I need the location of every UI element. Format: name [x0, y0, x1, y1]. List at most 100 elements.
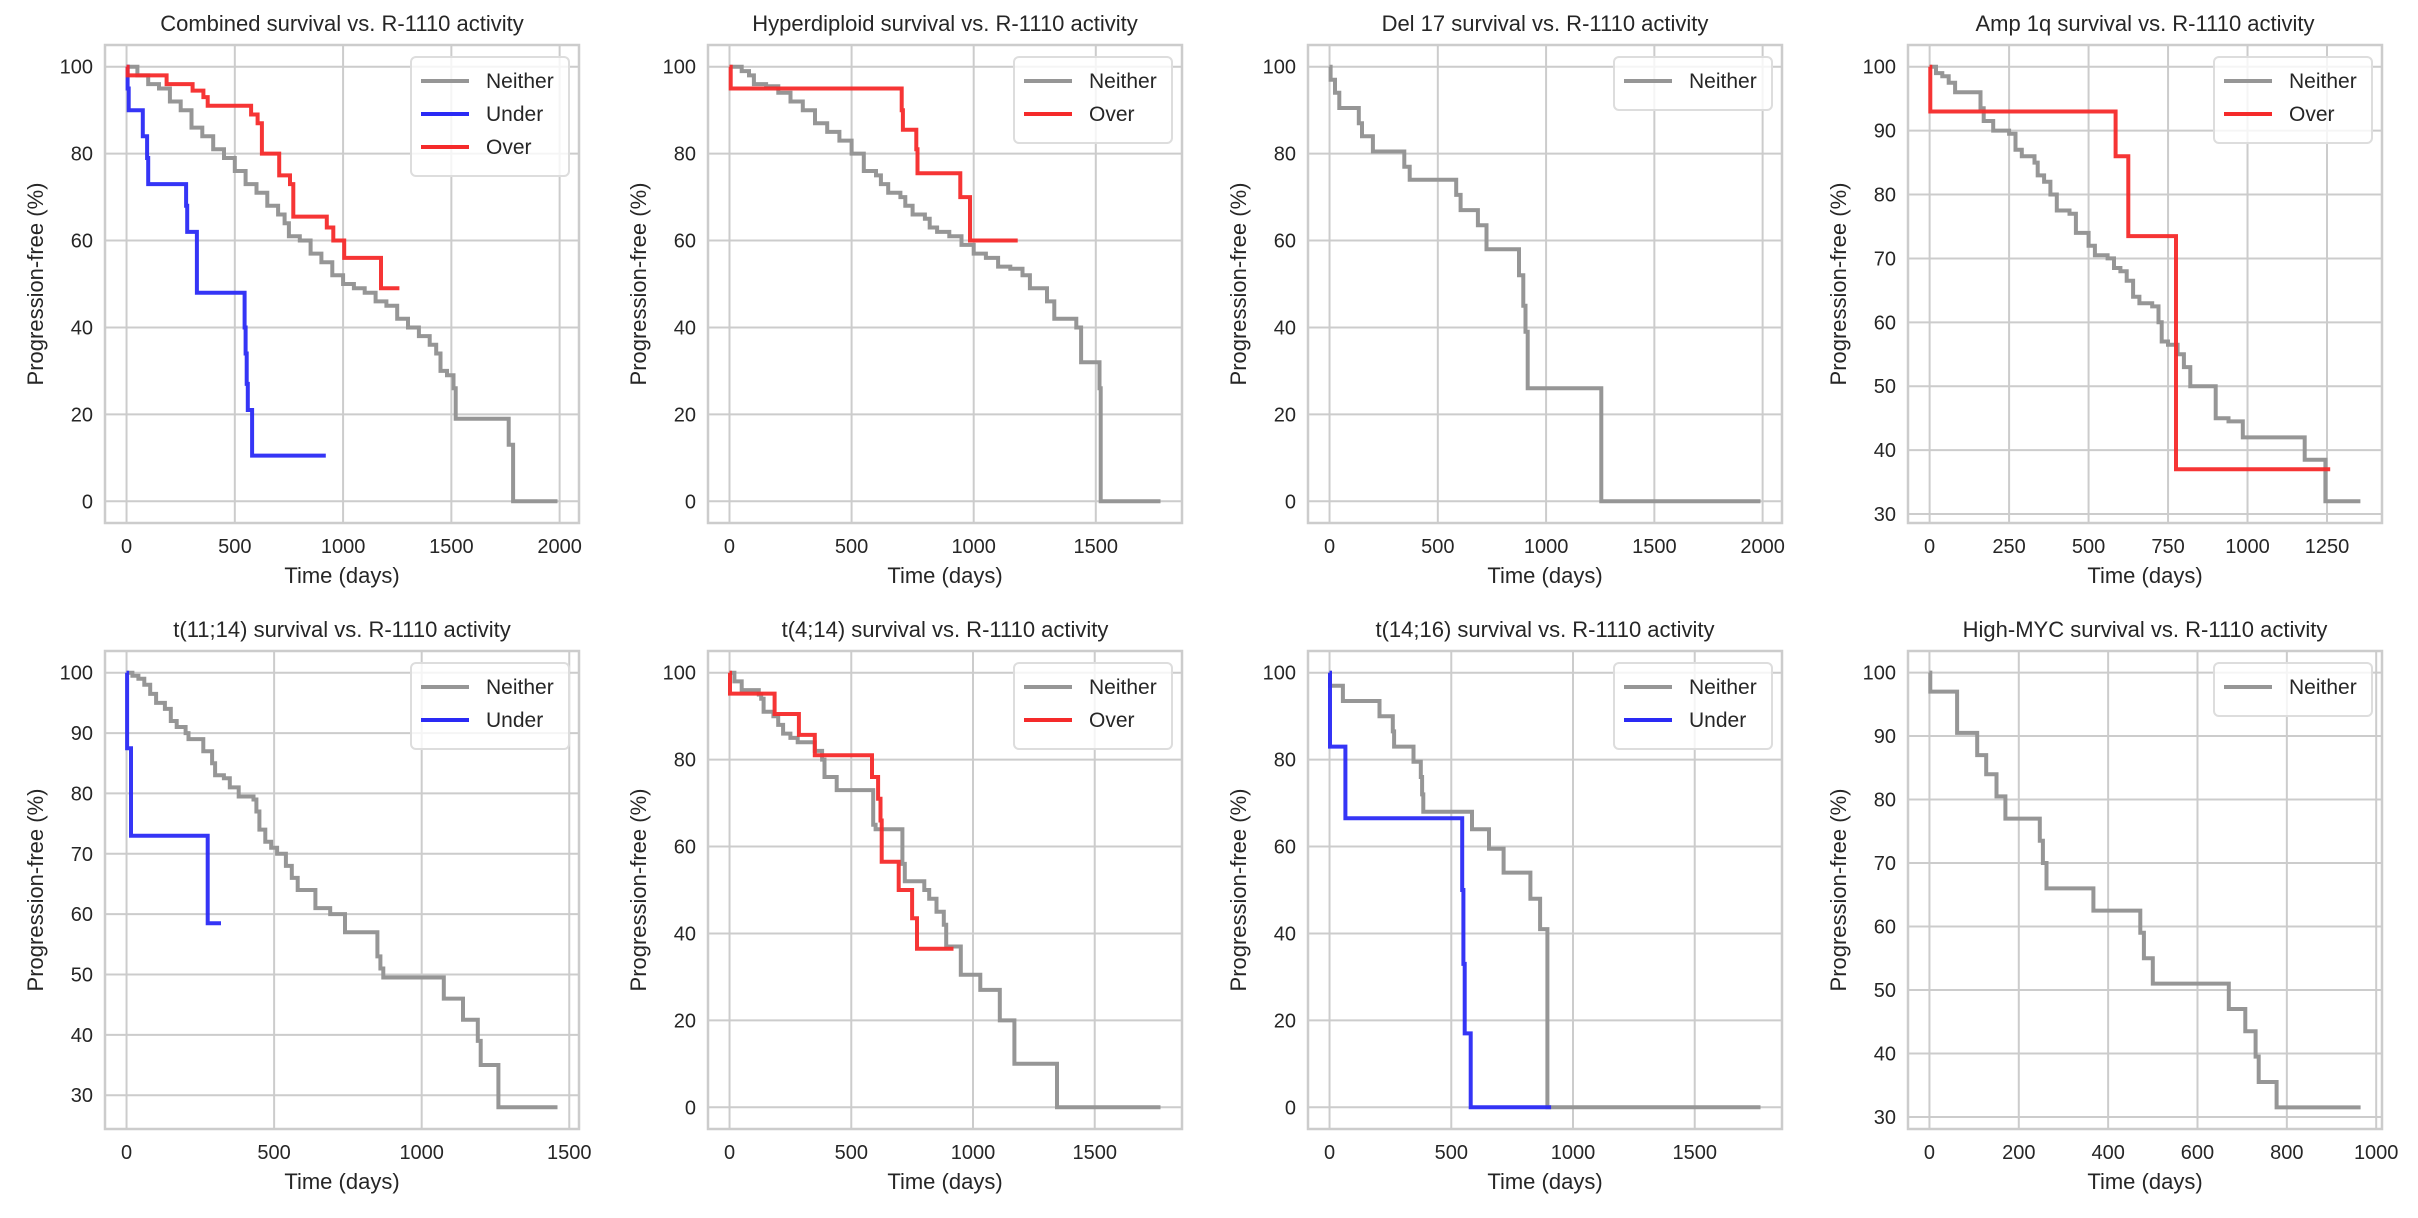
y-tick-label: 80 [71, 144, 93, 166]
x-tick-label: 0 [724, 536, 735, 558]
x-tick-label: 1000 [951, 1142, 996, 1164]
series-group [1328, 64, 1761, 504]
x-tick-label: 2000 [537, 536, 582, 558]
legend-label: Over [486, 136, 532, 159]
y-tick-label: 90 [1874, 121, 1896, 143]
x-axis-label: Time (days) [1487, 563, 1602, 588]
y-tick-label: 80 [1274, 144, 1296, 166]
x-tick-label: 0 [121, 536, 132, 558]
legend-frame [2213, 662, 2373, 717]
x-tick-label: 750 [2151, 536, 2184, 558]
survival-curve-over [125, 64, 400, 291]
series-group [1928, 670, 2361, 1110]
panel-4: t(11;14) survival vs. R-1110 activity 0 50… [23, 617, 592, 1194]
x-tick-label: 0 [121, 1142, 132, 1164]
y-tick-label: 40 [71, 1025, 93, 1047]
survival-curve-over [1928, 64, 2331, 472]
survival-curve-neither [1929, 64, 2361, 504]
legend-label: Under [486, 103, 543, 126]
grid [1908, 651, 2382, 1129]
axes-frame [1906, 43, 2384, 525]
y-tick-label: 60 [674, 837, 696, 859]
y-tick-label: 30 [1874, 504, 1896, 526]
legend-frame [1613, 56, 1773, 111]
legend-label: Neither [1089, 70, 1157, 93]
axes-frame [1306, 43, 1784, 525]
x-tick-label: 1000 [321, 536, 366, 558]
panel-3: Amp 1q survival vs. R-1110 activity 0 250 5… [1826, 11, 2384, 588]
legend-label: Under [486, 709, 543, 732]
y-tick-label: 40 [674, 317, 696, 339]
legend: Neither Under [1613, 662, 1773, 750]
panel-title: t(14;16) survival vs. R-1110 activity [1375, 617, 1714, 642]
legend-frame [1613, 662, 1773, 750]
x-axis-label: Time (days) [2087, 1169, 2202, 1194]
x-tick-label: 0 [724, 1142, 735, 1164]
y-tick-label: 20 [1274, 1010, 1296, 1032]
y-tick-label: 0 [685, 1097, 696, 1119]
y-tick-label: 80 [1874, 185, 1896, 207]
x-tick-label: 0 [1924, 1142, 1935, 1164]
panel-6: t(14;16) survival vs. R-1110 activity 0 50… [1226, 617, 1784, 1194]
panel-title: Amp 1q survival vs. R-1110 activity [1975, 11, 2314, 36]
legend: Neither Over [2213, 56, 2373, 144]
y-tick-label: 90 [71, 723, 93, 745]
y-tick-label: 100 [1863, 57, 1896, 79]
survival-curve-over [728, 64, 1018, 243]
panel-title: Hyperdiploid survival vs. R-1110 activit… [752, 11, 1138, 36]
y-tick-label: 0 [1285, 1097, 1296, 1119]
series-group [125, 670, 558, 1110]
axes-frame [706, 43, 1184, 525]
y-tick-label: 20 [1274, 404, 1296, 426]
legend-label: Neither [1689, 70, 1757, 93]
panel-5: t(4;14) survival vs. R-1110 activity 0 500… [626, 617, 1184, 1194]
y-axis-label: Progression-free (%) [1226, 789, 1251, 992]
series-group [728, 64, 1161, 504]
legend-frame [410, 662, 570, 750]
survival-curve-neither [1328, 670, 1761, 1110]
legend-label: Neither [2289, 676, 2357, 699]
x-tick-label: 1500 [1672, 1142, 1717, 1164]
x-tick-label: 0 [1324, 536, 1335, 558]
y-tick-label: 50 [1874, 376, 1896, 398]
y-tick-label: 60 [1274, 837, 1296, 859]
x-tick-label: 1500 [1632, 536, 1677, 558]
y-axis-label: Progression-free (%) [626, 183, 651, 386]
x-tick-label: 1000 [2354, 1142, 2399, 1164]
x-tick-label: 400 [2091, 1142, 2124, 1164]
series-group [1328, 670, 1761, 1110]
y-tick-label: 40 [1274, 923, 1296, 945]
survival-curve-neither [729, 670, 1161, 1110]
x-tick-label: 1000 [951, 536, 996, 558]
x-tick-label: 2000 [1740, 536, 1785, 558]
survival-curve-under [125, 670, 221, 926]
y-tick-label: 40 [71, 317, 93, 339]
y-tick-label: 100 [1263, 57, 1296, 79]
y-tick-label: 60 [71, 904, 93, 926]
y-tick-label: 80 [1874, 790, 1896, 812]
x-tick-label: 1500 [429, 536, 474, 558]
x-tick-label: 1500 [547, 1142, 592, 1164]
x-tick-label: 500 [1421, 536, 1454, 558]
y-tick-label: 100 [663, 57, 696, 79]
legend-label: Neither [486, 676, 554, 699]
x-axis-label: Time (days) [887, 1169, 1002, 1194]
y-tick-label: 50 [71, 964, 93, 986]
legend-label: Neither [1089, 676, 1157, 699]
y-tick-label: 20 [674, 1010, 696, 1032]
legend-frame [2213, 56, 2373, 144]
series-group [125, 64, 558, 504]
panel-title: High-MYC survival vs. R-1110 activity [1963, 617, 2328, 642]
axes-frame [1306, 649, 1784, 1131]
x-tick-label: 500 [835, 536, 868, 558]
x-tick-label: 1500 [1074, 536, 1119, 558]
legend-frame [1013, 662, 1173, 750]
legend-label: Neither [2289, 70, 2357, 93]
panel-title: t(4;14) survival vs. R-1110 activity [782, 617, 1109, 642]
survival-curve-neither [1328, 64, 1761, 504]
survival-curve-neither [126, 64, 558, 504]
y-tick-label: 50 [1874, 980, 1896, 1002]
y-tick-label: 100 [1863, 663, 1896, 685]
